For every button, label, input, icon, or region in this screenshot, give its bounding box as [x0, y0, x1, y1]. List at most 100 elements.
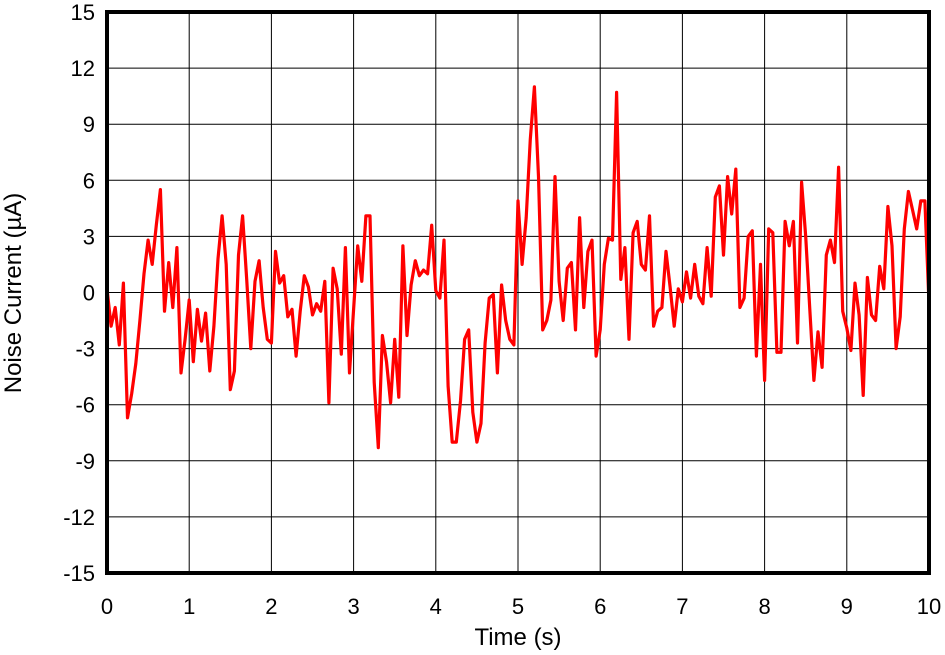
data-point [237, 254, 240, 256]
data-point [504, 319, 507, 322]
data-point [813, 379, 815, 382]
data-point [422, 269, 425, 271]
data-point [825, 254, 828, 256]
data-point [278, 282, 281, 284]
data-point [476, 441, 478, 443]
data-point [915, 228, 918, 230]
data-point [735, 168, 737, 170]
data-point [213, 325, 215, 328]
y-tick-label: 12 [71, 56, 95, 81]
data-point [620, 278, 622, 281]
data-point [291, 308, 293, 311]
data-point [784, 220, 786, 223]
x-tick-label: 0 [101, 594, 113, 619]
data-point [406, 334, 408, 337]
data-point [739, 306, 741, 309]
data-point [755, 355, 758, 357]
data-point [184, 338, 186, 341]
data-point [361, 280, 363, 283]
data-point [221, 215, 223, 217]
data-point [796, 342, 799, 344]
data-point [480, 422, 482, 425]
data-point [722, 254, 725, 256]
x-tick-label: 6 [594, 594, 606, 619]
data-point [389, 402, 392, 404]
data-point [340, 353, 343, 356]
data-point [537, 175, 540, 178]
data-point [332, 267, 334, 270]
data-point [118, 344, 121, 346]
data-point [759, 263, 762, 266]
data-point [344, 246, 347, 249]
data-point [151, 263, 153, 266]
data-point [706, 246, 708, 249]
data-point [200, 340, 203, 342]
data-point [841, 310, 844, 313]
data-point [615, 91, 618, 94]
data-point [241, 215, 244, 217]
data-point [837, 166, 840, 168]
data-point [874, 319, 877, 322]
data-point [648, 215, 651, 217]
data-point [130, 392, 133, 395]
data-point [348, 372, 351, 374]
data-point [139, 319, 141, 322]
data-point [702, 302, 704, 305]
y-tick-label: -15 [63, 561, 95, 586]
data-point [669, 286, 671, 288]
data-point [763, 379, 766, 382]
data-point [365, 215, 367, 217]
y-tick-label: -9 [75, 449, 95, 474]
data-point [328, 402, 330, 404]
data-point [233, 370, 236, 372]
data-point [772, 231, 774, 234]
data-point [541, 329, 544, 331]
data-point [439, 297, 441, 299]
data-point [496, 372, 499, 374]
data-point [710, 295, 712, 298]
data-point [311, 314, 314, 316]
data-point [443, 239, 445, 241]
x-tick-labels: 0 1 2 3 4 5 6 7 8 9 10 [101, 594, 941, 619]
data-point [418, 274, 421, 277]
data-point [287, 316, 289, 318]
data-point [192, 360, 195, 363]
data-point [352, 308, 355, 311]
data-point [566, 267, 569, 270]
data-point [603, 263, 606, 266]
data-point [911, 209, 914, 211]
data-point [517, 200, 519, 202]
data-point [858, 314, 860, 316]
data-point [788, 245, 791, 247]
data-point [583, 306, 585, 309]
data-point [463, 338, 466, 341]
data-point [114, 306, 116, 309]
data-point [176, 246, 178, 249]
data-point [303, 274, 306, 277]
data-point [258, 259, 260, 262]
data-point [767, 228, 770, 230]
data-point [883, 288, 885, 290]
data-point [393, 338, 396, 341]
data-point [209, 370, 211, 372]
data-point [554, 175, 556, 178]
data-point [718, 185, 721, 187]
data-point [591, 239, 593, 241]
data-point [451, 441, 454, 443]
data-point [578, 216, 581, 219]
data-point [878, 265, 881, 268]
y-tick-label: 0 [83, 281, 95, 306]
data-point [266, 338, 269, 341]
data-point [126, 417, 129, 419]
data-point [800, 181, 803, 183]
x-tick-label: 5 [512, 594, 524, 619]
y-tick-labels: 15 12 9 6 3 0 -3 -6 -9 -12 -15 [63, 0, 95, 586]
data-point [435, 289, 437, 292]
data-point [455, 441, 458, 443]
data-point [500, 284, 503, 286]
data-point [163, 310, 166, 313]
data-point [143, 273, 145, 275]
data-point [196, 308, 199, 311]
data-point [776, 351, 778, 354]
data-point [693, 263, 696, 266]
